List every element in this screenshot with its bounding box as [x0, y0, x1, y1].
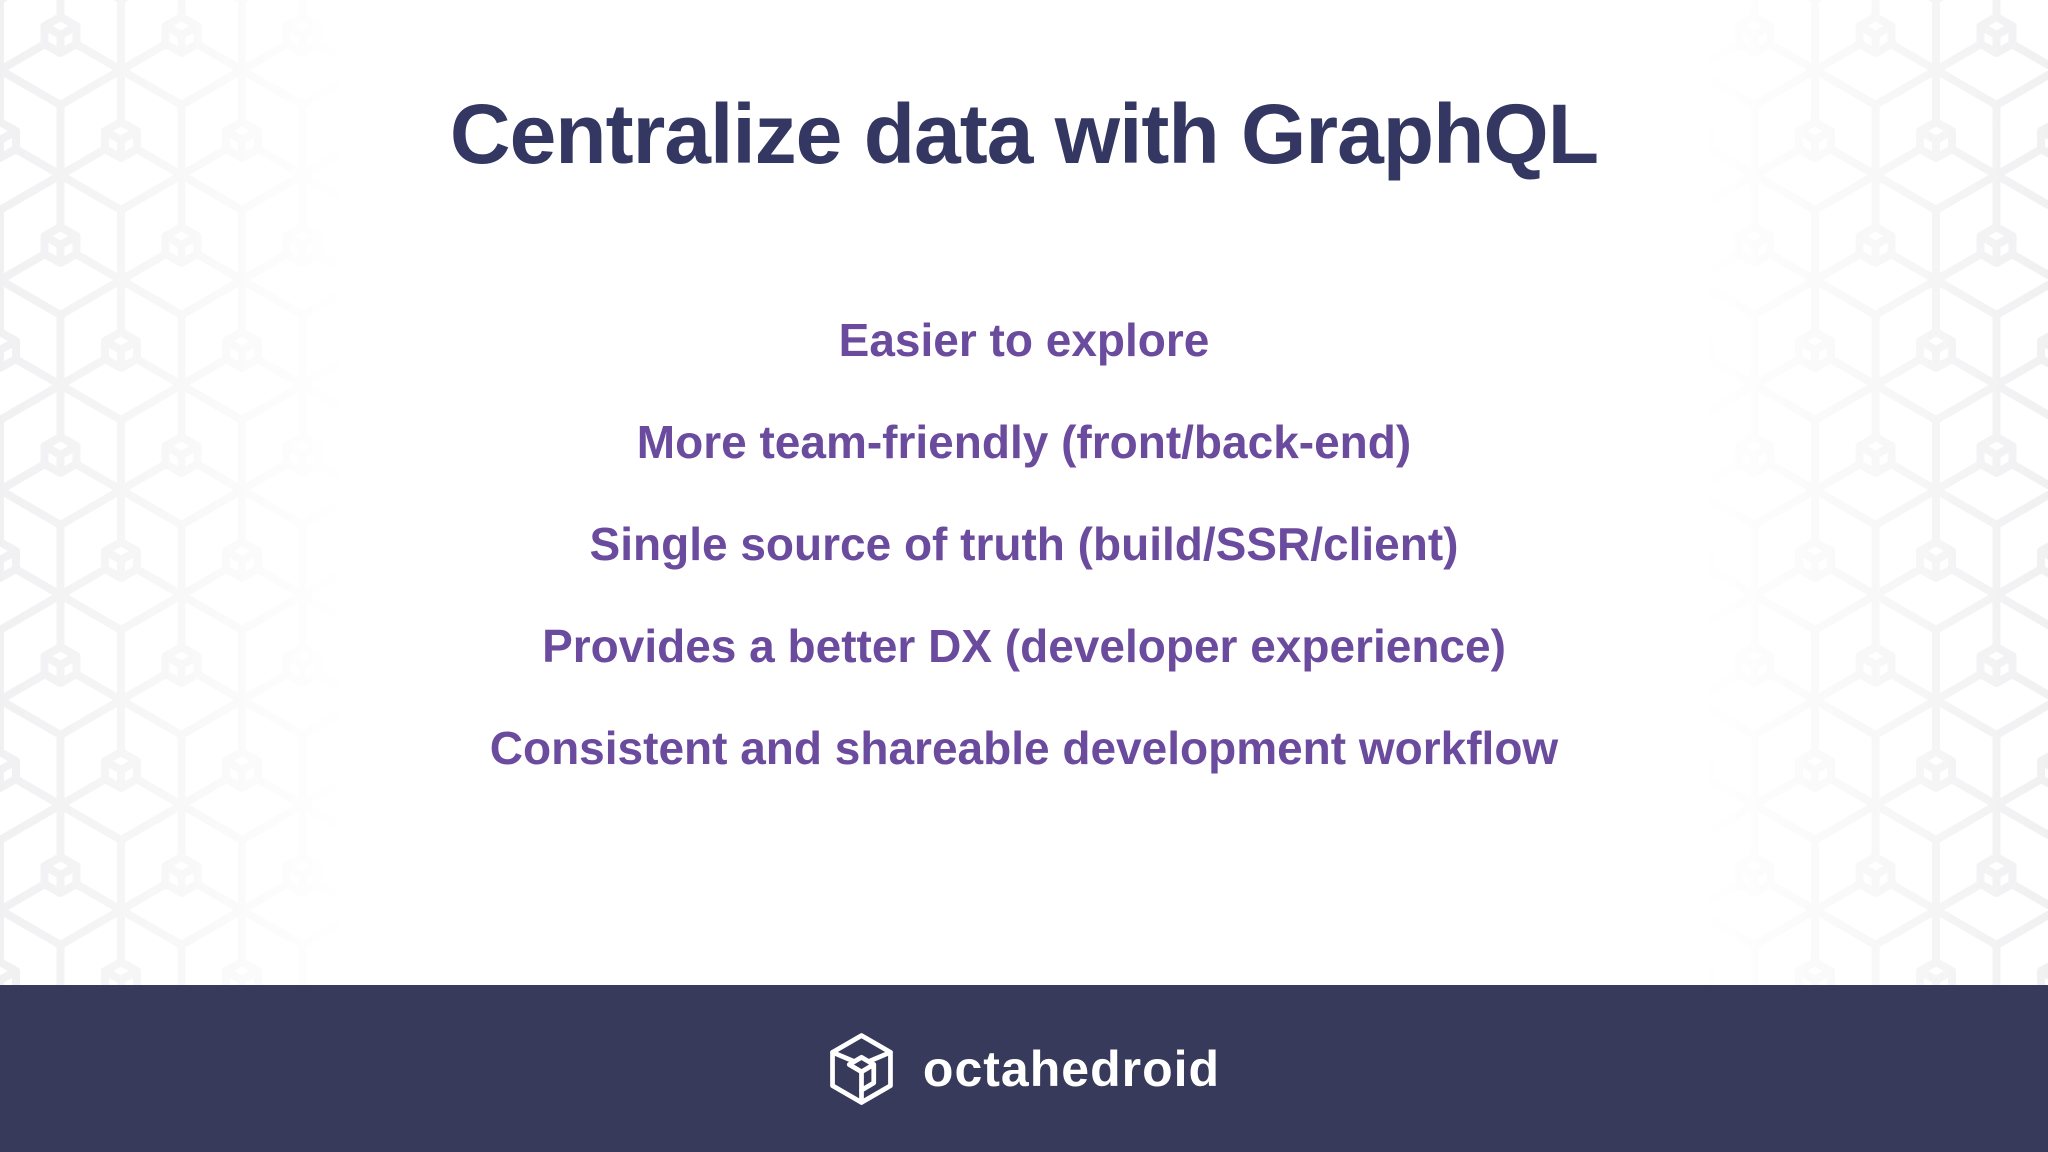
brand-logo: octahedroid: [828, 1030, 1220, 1108]
bullet-item: Single source of truth (build/SSR/client…: [589, 518, 1459, 570]
bullet-item: Easier to explore: [838, 314, 1210, 366]
bullet-item: Consistent and shareable development wor…: [489, 722, 1559, 774]
footer: octahedroid: [0, 985, 2048, 1152]
background-fade-overlay: [0, 0, 2048, 985]
bullet-item: Provides a better DX (developer experien…: [542, 620, 1506, 672]
brand-name: octahedroid: [922, 1040, 1221, 1097]
bullet-list: Easier to explore More team-friendly (fr…: [0, 289, 2048, 799]
cube-logo-icon: [830, 1032, 893, 1105]
page-title: Centralize data with GraphQL: [449, 87, 1599, 181]
bullet-item: More team-friendly (front/back-end): [636, 416, 1412, 468]
